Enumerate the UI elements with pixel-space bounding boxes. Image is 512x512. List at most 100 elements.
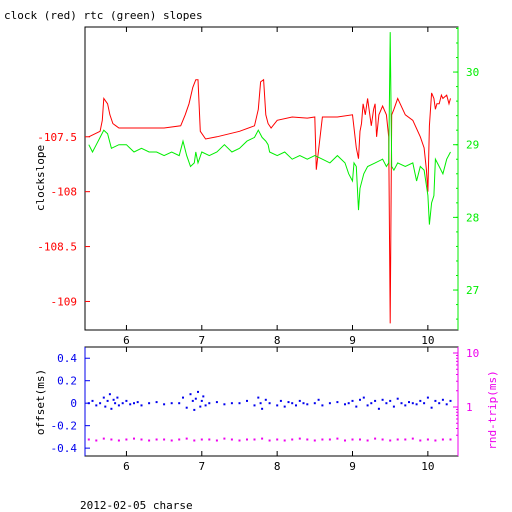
offset-point xyxy=(302,402,305,405)
round-trip-point xyxy=(321,438,324,441)
bottom-right-ticks: 10 1 xyxy=(453,347,479,456)
bottom-left-tick-label: 0.4 xyxy=(57,352,77,365)
offset-point xyxy=(400,402,403,405)
offset-point xyxy=(178,402,181,405)
offset-point xyxy=(419,399,422,402)
offset-point xyxy=(182,396,184,399)
rtc-slope-line xyxy=(88,32,451,225)
offset-point xyxy=(197,390,199,393)
round-trip-point xyxy=(246,438,248,441)
offset-point xyxy=(355,405,358,408)
offset-point xyxy=(445,403,448,406)
offset-point xyxy=(104,405,107,408)
top-left-tick-label: -108.5 xyxy=(37,241,77,254)
offset-point xyxy=(259,402,262,405)
offset-point xyxy=(317,398,320,401)
bottom-x-ticks: 6 7 8 9 10 xyxy=(123,347,434,473)
offset-point xyxy=(202,395,205,398)
bottom-left-tick-label: -0.4 xyxy=(51,442,78,455)
top-panel: clockslope 6 7 8 9 10 -107.5 -108 -108.5 -109 3… xyxy=(34,26,479,347)
round-trip-point xyxy=(193,439,196,442)
offset-point xyxy=(408,401,410,404)
offset-point xyxy=(449,399,452,402)
offset-point xyxy=(328,402,331,405)
bottom-x-tick-label: 9 xyxy=(349,460,356,473)
round-trip-point xyxy=(351,438,354,441)
round-trip-point xyxy=(434,439,437,442)
top-x-tick-label: 10 xyxy=(421,334,434,347)
round-trip-point xyxy=(283,439,286,442)
offset-point xyxy=(102,396,105,399)
bottom-x-tick-label: 7 xyxy=(198,460,205,473)
chart-title: clock (red) rtc (green) slopes xyxy=(4,9,203,22)
offset-point xyxy=(155,401,158,404)
round-trip-point xyxy=(208,438,211,441)
offset-point xyxy=(200,399,203,402)
round-trip-point xyxy=(449,438,452,441)
offset-point xyxy=(95,404,98,407)
round-trip-point xyxy=(381,438,384,441)
offset-point xyxy=(189,393,192,396)
offset-point xyxy=(430,406,433,409)
round-trip-point xyxy=(298,437,301,440)
bottom-left-ticks: 0.4 0.2 0 -0.2 -0.4 xyxy=(51,347,90,456)
top-series xyxy=(88,32,451,324)
offset-point xyxy=(276,404,279,407)
top-right-tick-label: 28 xyxy=(466,211,479,224)
footer-text: 2012-02-05 charse xyxy=(80,499,193,512)
bottom-y-axis-label: offset(ms) xyxy=(34,369,47,435)
top-x-tick-label: 8 xyxy=(274,334,281,347)
top-left-tick-label: -108 xyxy=(51,186,78,199)
round-trip-point xyxy=(426,438,429,441)
round-trip-point xyxy=(238,439,241,442)
offset-point xyxy=(117,404,120,407)
offset-point xyxy=(415,403,418,406)
offset-point xyxy=(193,408,196,411)
round-trip-point xyxy=(359,438,361,441)
round-trip-point xyxy=(441,438,444,441)
bottom-left-tick-label: 0.2 xyxy=(57,375,77,388)
round-trip-point xyxy=(411,437,414,440)
round-trip-point xyxy=(336,437,339,440)
offset-point xyxy=(91,399,94,402)
round-trip-point xyxy=(261,437,264,440)
offset-point xyxy=(204,404,207,407)
offset-point xyxy=(351,399,354,402)
round-trip-point xyxy=(178,438,181,441)
offset-point xyxy=(110,407,113,410)
bottom-x-tick-label: 8 xyxy=(274,460,281,473)
round-trip-point xyxy=(140,438,143,441)
offset-point xyxy=(208,402,211,405)
offset-point xyxy=(114,402,117,405)
clock-slope-line xyxy=(88,78,451,324)
offset-point xyxy=(121,402,124,405)
round-trip-point xyxy=(344,439,346,442)
bottom-x-tick-label: 6 xyxy=(123,460,130,473)
offset-point xyxy=(140,404,143,407)
offset-point xyxy=(438,402,441,405)
offset-point xyxy=(295,404,297,407)
round-trip-point xyxy=(389,439,392,442)
top-x-tick-label: 6 xyxy=(123,334,130,347)
round-trip-point xyxy=(366,439,369,442)
offset-point xyxy=(253,404,256,407)
offset-point xyxy=(191,399,194,402)
top-left-tick-label: -109 xyxy=(51,295,78,308)
offset-point xyxy=(99,402,102,405)
round-trip-point xyxy=(374,437,377,440)
top-plot-frame xyxy=(84,26,459,331)
top-y-axis-label: clockslope xyxy=(34,145,47,211)
offset-point xyxy=(313,402,316,405)
offset-point xyxy=(362,396,365,399)
offset-point xyxy=(423,402,426,405)
offset-point xyxy=(215,401,218,404)
top-x-ticks: 6 7 8 9 10 xyxy=(123,27,434,347)
round-trip-point xyxy=(396,438,399,441)
round-trip-point xyxy=(404,438,407,441)
offset-point xyxy=(377,407,380,410)
offset-point xyxy=(246,399,248,402)
round-trip-point xyxy=(95,439,98,442)
offset-point xyxy=(366,404,369,407)
round-trip-point xyxy=(230,438,233,441)
